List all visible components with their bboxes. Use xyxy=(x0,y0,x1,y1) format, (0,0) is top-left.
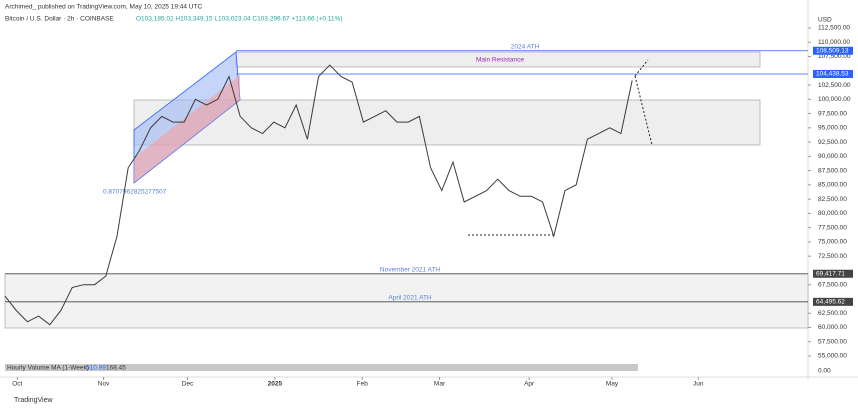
y-tick-label: 97,500.00 xyxy=(818,110,847,117)
y-tick-label: 92,500.00 xyxy=(818,139,847,146)
resistance-zone xyxy=(133,99,761,146)
support-zone xyxy=(4,273,809,329)
x-tick-label: Jun xyxy=(693,381,704,388)
x-tick-label: Nov xyxy=(98,381,110,388)
y-tick-label: 107,500.00 xyxy=(818,53,851,60)
y-tick-label: 102,500.00 xyxy=(818,82,851,89)
price-badge-label: 64,495.62 xyxy=(816,299,845,306)
price-badge xyxy=(813,297,853,306)
y-tick-label: 72,500.00 xyxy=(818,253,847,260)
volume-value: 168.45 xyxy=(106,365,126,372)
x-tick-label: 2025 xyxy=(268,381,283,388)
volume-axis-label: 0.00 xyxy=(818,368,831,375)
currency: USD xyxy=(818,17,832,24)
publisher: Archimed_ published on TradingView.com, … xyxy=(5,4,202,11)
x-tick-label: May xyxy=(606,381,619,388)
y-tick-label: 57,500.00 xyxy=(818,338,847,345)
y-tick-label: 77,500.00 xyxy=(818,224,847,231)
volume-bar xyxy=(5,364,638,371)
y-tick-label: 100,000.00 xyxy=(818,96,851,103)
level-name: November 2021 ATH xyxy=(380,266,441,273)
channel-label: 0.8707962825277507 xyxy=(103,189,167,196)
ohlc: O103,185.02 H103,349.15 L103,023.04 C103… xyxy=(136,16,342,23)
level-name: 2024 ATH xyxy=(511,43,540,50)
y-tick-label: 85,000.00 xyxy=(818,182,847,189)
price-badge-label: 69,417.71 xyxy=(816,270,845,277)
price-badge xyxy=(813,46,853,55)
y-tick-label: 110,000.00 xyxy=(818,39,850,46)
price-badge-label: 108,509.13 xyxy=(816,47,849,54)
y-tick-label: 87,500.00 xyxy=(818,167,847,174)
y-tick-label: 90,000.00 xyxy=(818,153,847,160)
y-tick-label: 95,000.00 xyxy=(818,125,847,132)
x-tick-label: Apr xyxy=(524,381,535,388)
level-name: April 2021 ATH xyxy=(388,295,432,302)
price-badge-label: 104,438.53 xyxy=(816,71,849,78)
logo: TradingView xyxy=(14,397,53,404)
x-tick-label: Mar xyxy=(434,381,446,388)
y-tick-label: 60,000.00 xyxy=(818,324,847,331)
resistance-label: Main Resistance xyxy=(476,57,524,64)
x-tick-label: Oct xyxy=(12,381,22,388)
price-badge xyxy=(813,269,853,278)
volume-label: Hourly Volume MA (1-Week) xyxy=(7,365,89,372)
projection xyxy=(634,59,649,77)
price-badge xyxy=(813,69,853,78)
y-tick-label: 75,000.00 xyxy=(818,239,847,246)
y-tick-label: 112,500.00 xyxy=(818,25,850,32)
volume-value: 510.99 xyxy=(86,365,106,372)
x-tick-label: Dec xyxy=(182,381,194,388)
y-tick-label: 80,000.00 xyxy=(818,210,847,217)
y-tick-label: 67,500.00 xyxy=(818,281,847,288)
price-line xyxy=(4,64,633,326)
x-tick-label: Feb xyxy=(357,381,369,388)
y-tick-label: 82,500.00 xyxy=(818,196,847,203)
symbol: Bitcoin / U.S. Dollar · 2h · COINBASE xyxy=(5,16,114,23)
y-tick-label: 55,000.00 xyxy=(818,353,847,360)
y-tick-label: 62,500.00 xyxy=(818,310,847,317)
